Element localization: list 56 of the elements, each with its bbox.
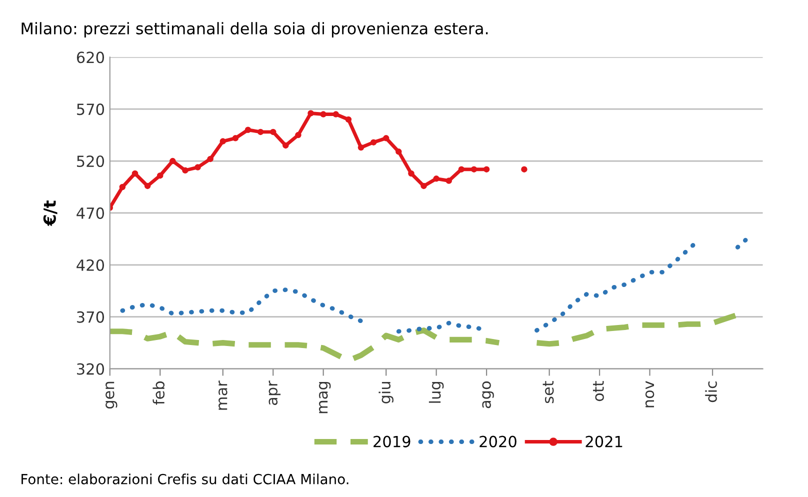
y-tick-label: 570 [77, 104, 104, 116]
x-tick-label: nov [645, 381, 654, 408]
x-tick-label: giu [378, 382, 394, 404]
y-tick-label: 520 [77, 155, 104, 168]
point [156, 172, 164, 179]
y-axis-title: €/t [43, 200, 58, 226]
point [232, 135, 239, 142]
x-tick-label: gen [106, 382, 118, 409]
point [332, 111, 340, 118]
chart-title: Milano: prezzi settimanali della soia di provenienza estera. [22, 22, 488, 38]
point [320, 111, 326, 118]
point [308, 110, 314, 116]
legend-label: 2020 [480, 436, 516, 448]
y-tick-label: 470 [76, 207, 104, 219]
x-tick-label: mag [318, 382, 331, 414]
y-tick-label: 620 [76, 52, 104, 64]
point [295, 132, 302, 138]
point [345, 116, 352, 123]
point [257, 128, 264, 136]
x-tick-label: lug [428, 382, 444, 403]
point [182, 167, 188, 174]
point [358, 144, 364, 151]
point [132, 170, 138, 177]
point [396, 148, 402, 155]
x-tick-label: dic [705, 382, 717, 402]
point [420, 182, 427, 190]
x-tick-label: feb [152, 381, 165, 405]
point [194, 164, 201, 170]
point [433, 176, 440, 182]
point [270, 128, 276, 136]
point [521, 166, 528, 172]
source-note: Fonte: elaborazioni Crefis su dati CCIAA Milano. [22, 474, 348, 484]
point [370, 139, 377, 146]
point [458, 166, 465, 172]
point [483, 166, 490, 172]
point [119, 184, 126, 190]
legend-label: 2021 [586, 436, 622, 448]
point [144, 182, 151, 190]
point [408, 170, 414, 177]
point [446, 178, 452, 184]
x-tick-label: apr [268, 380, 280, 406]
y-tick-label: 320 [77, 363, 104, 375]
x-tick-label: ott [593, 380, 604, 402]
y-tick-label: 370 [77, 311, 104, 323]
y-tick-label: 420 [76, 259, 104, 271]
x-tick-label: mar [218, 380, 228, 410]
point [207, 156, 214, 162]
point [244, 126, 252, 133]
point [170, 158, 176, 164]
point [220, 138, 226, 144]
point [470, 166, 478, 172]
legend-label: 2019 [374, 436, 410, 448]
x-tick-label: set [542, 380, 554, 404]
point [382, 135, 390, 142]
point [282, 142, 289, 149]
x-tick-label: ago [482, 381, 494, 408]
